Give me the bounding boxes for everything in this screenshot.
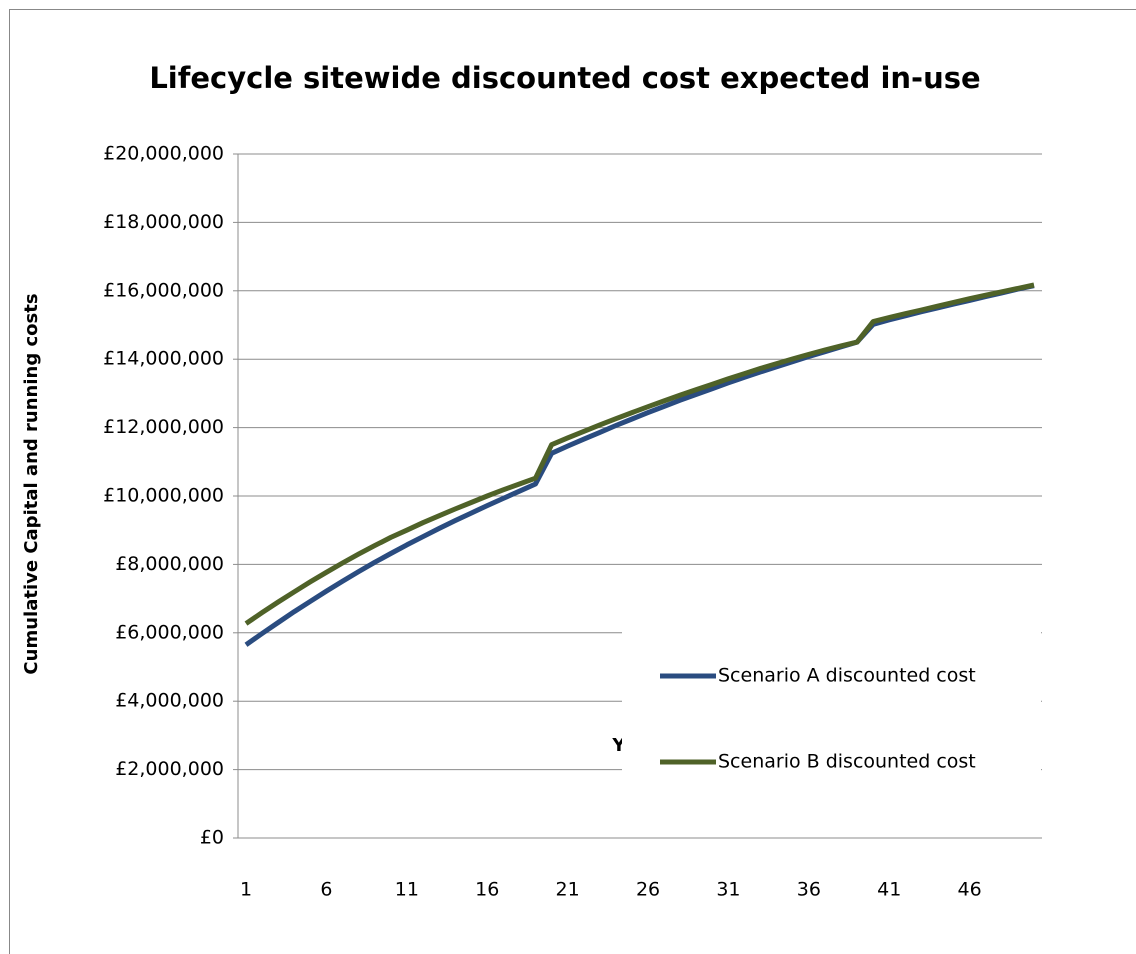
y-tick-label: £14,000,000: [103, 348, 224, 370]
x-tick-label: 46: [958, 879, 982, 901]
series-line: [244, 282, 1035, 626]
y-tick-label: £6,000,000: [115, 621, 224, 643]
y-tick-label: £12,000,000: [103, 416, 224, 438]
y-tick-label: £20,000,000: [103, 143, 224, 165]
y-tick-label: £2,000,000: [115, 758, 224, 780]
x-tick-label: 6: [320, 879, 332, 901]
y-tick-label: £8,000,000: [115, 553, 224, 575]
y-tick-label: £18,000,000: [103, 211, 224, 233]
y-axis-label: Cumulative Capital and running costs: [21, 293, 42, 674]
x-tick-label: 21: [556, 879, 580, 901]
x-tick-label: 1: [240, 879, 252, 901]
legend-box: [622, 632, 1041, 837]
x-tick-label: 31: [716, 879, 740, 901]
x-tick-label: 36: [797, 879, 821, 901]
legend-label: Scenario A discounted cost: [718, 665, 976, 687]
chart-title: Lifecycle sitewide discounted cost expec…: [149, 61, 980, 95]
x-tick-label: 16: [475, 879, 499, 901]
y-tick-label: £10,000,000: [103, 485, 224, 507]
y-tick-label: £16,000,000: [103, 279, 224, 301]
x-tick-label: 11: [395, 879, 419, 901]
y-tick-label: £4,000,000: [115, 690, 224, 712]
y-tick-label: £0: [200, 827, 224, 849]
legend-label: Scenario B discounted cost: [718, 751, 976, 773]
x-tick-label: 41: [877, 879, 901, 901]
x-tick-label: 26: [636, 879, 660, 901]
